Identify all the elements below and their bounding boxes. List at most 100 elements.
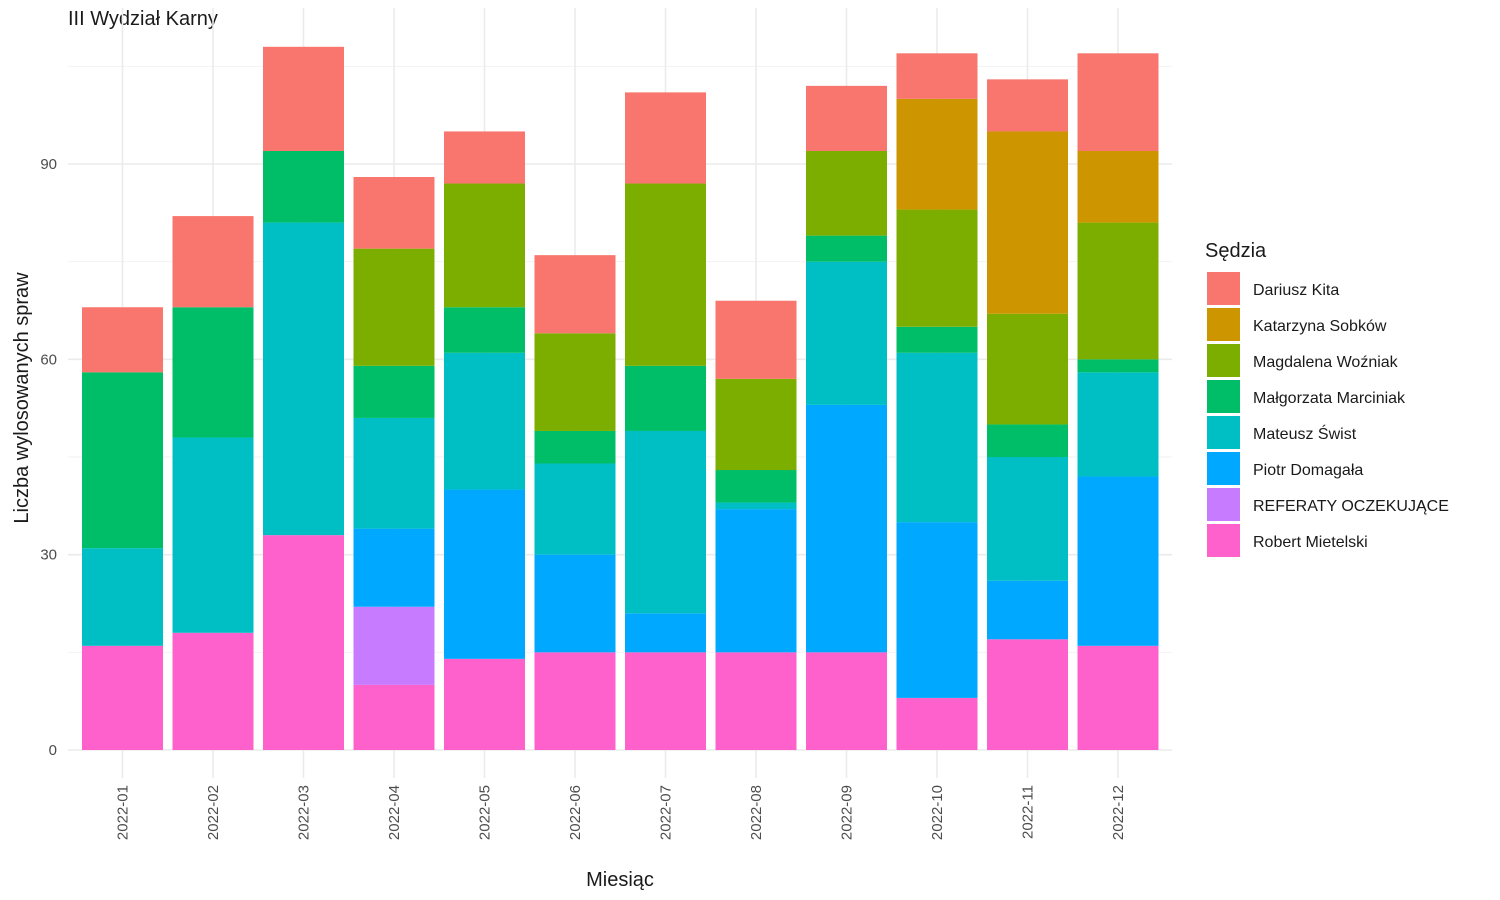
y-tick-label: 60 [40,351,57,368]
bar-segment [625,613,706,653]
bar-segment [987,131,1068,314]
bar-segment [444,489,525,659]
bar-segment [1077,372,1159,477]
legend-label: Mateusz Świst [1253,424,1357,443]
y-tick-label: 30 [40,547,57,564]
y-axis-title: Liczba wylosowanych spraw [11,272,33,524]
bar-segment [625,430,706,614]
bar-segment [263,150,344,223]
bar-segment [987,580,1068,640]
x-tick-label: 2022-05 [477,785,494,840]
bar-segment [806,235,887,262]
bar-segment [806,85,887,151]
bar-segment [444,307,525,353]
legend-swatch [1207,272,1240,305]
bar-segment [715,470,797,503]
bar-segment [353,417,435,529]
bar-segment [1077,150,1159,223]
y-tick-label: 90 [40,156,57,173]
bar-segment [896,209,978,327]
bar-segment [444,131,525,184]
bar-segment [353,177,435,249]
bar-segment [444,352,525,490]
bar-segment [444,183,525,308]
x-tick-label: 2022-06 [567,785,584,840]
bar-segment [82,645,163,750]
bar-segment [353,528,435,607]
legend-label: Dariusz Kita [1253,282,1339,299]
legend-swatch [1207,380,1240,413]
legend-title: Sędzia [1205,240,1267,262]
bar-segment [1077,476,1159,646]
x-tick-label: 2022-09 [839,785,856,840]
bar-segment [625,365,706,431]
bar-segment [263,535,344,750]
bar-segment [172,632,254,750]
legend: Sędzia Dariusz Kita Katarzyna Sobków Magda… [1205,240,1449,557]
bar-segment [353,365,435,418]
bar-segment [353,606,435,685]
bar-segment [806,404,887,653]
legend-label: Katarzyna Sobków [1253,318,1387,335]
bar-segment [82,548,163,646]
bar-segment [715,509,797,653]
bar-segment [172,307,254,438]
legend-swatch [1207,308,1240,341]
x-axis-title: Miesiąc [586,869,654,891]
bar-segment [987,313,1068,425]
legend-swatch [1207,344,1240,377]
bar-segment [534,430,616,464]
x-tick-label: 2022-10 [929,785,946,840]
legend-label: Robert Mietelski [1253,534,1368,551]
bar-segment [172,437,254,633]
x-tick-label: 2022-11 [1020,785,1037,839]
bars [82,46,1159,750]
bar-segment [806,261,887,405]
legend-swatch [1207,488,1240,521]
legend-swatch [1207,416,1240,449]
x-tick-label: 2022-03 [296,785,313,840]
bar-segment [534,333,616,431]
bar-segment [987,424,1068,457]
bar-segment [625,92,706,184]
legend-swatch [1207,452,1240,485]
bar-segment [896,326,978,353]
bar-segment [444,658,525,750]
bar-segment [896,53,978,99]
bar-segment [806,652,887,750]
bar-segment [987,79,1068,132]
legend-label: Magdalena Woźniak [1253,354,1399,371]
bar-segment [806,150,887,236]
legend-label: Piotr Domagała [1253,462,1363,479]
bar-segment [82,307,163,373]
y-axis-ticks: 0 30 60 90 [40,156,57,759]
legend-swatch [1207,524,1240,557]
bar-segment [896,98,978,210]
bar-segment [625,652,706,750]
bar-segment [534,554,616,653]
bar-segment [715,652,797,750]
y-tick-label: 0 [49,742,57,759]
bar-segment [896,522,978,698]
bar-segment [353,248,435,366]
x-tick-label: 2022-08 [748,785,765,840]
x-tick-label: 2022-02 [205,785,222,840]
bar-segment [172,216,254,308]
legend-label: Małgorzata Marciniak [1253,390,1406,407]
bar-segment [1077,645,1159,750]
legend-label: REFERATY OCZEKUJĄCE [1253,498,1449,515]
bar-segment [896,352,978,523]
bar-segment [263,222,344,536]
bar-segment [1077,359,1159,373]
bar-segment [1077,222,1159,360]
x-tick-label: 2022-04 [386,785,403,840]
bar-segment [625,183,706,366]
bar-segment [1077,53,1159,151]
bar-segment [715,300,797,379]
chart-title: III Wydział Karny [68,8,218,30]
bar-segment [534,652,616,750]
x-tick-label: 2022-01 [115,785,132,840]
x-tick-label: 2022-07 [658,785,675,840]
x-tick-label: 2022-12 [1110,785,1127,840]
